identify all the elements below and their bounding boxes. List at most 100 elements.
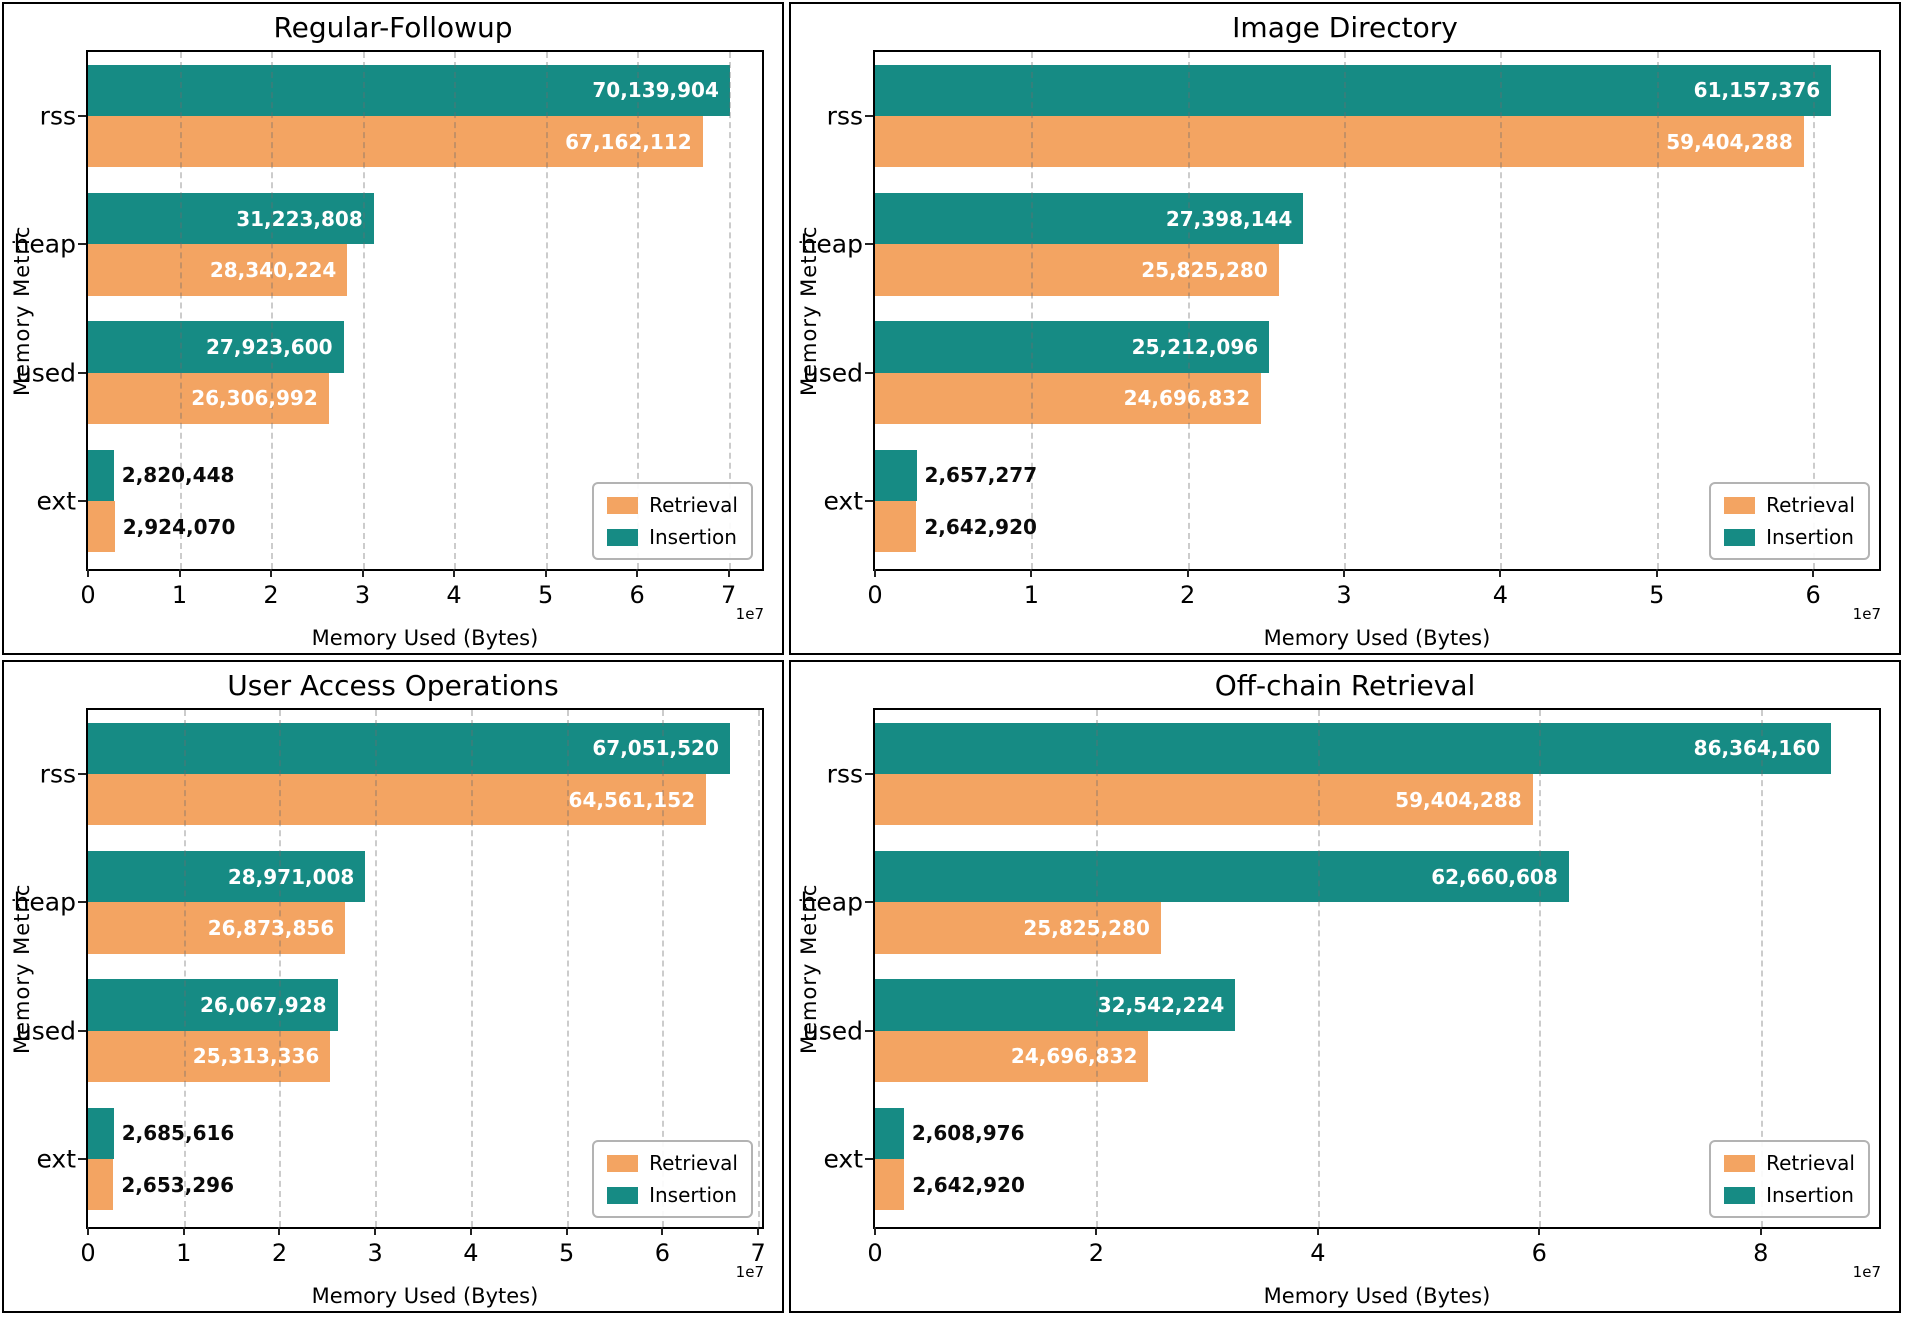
x-tick-mark <box>182 1227 185 1235</box>
bar-value-label: 2,642,920 <box>912 1172 1025 1197</box>
bar-value-label: 2,657,277 <box>924 463 1038 488</box>
bar-insertion-heap: 28,971,008 <box>88 851 366 903</box>
y-tick-label: ext <box>823 486 863 516</box>
x-tick-mark <box>727 569 730 577</box>
plot-area: 86,364,160 59,404,288 rss 62,660,608 25,825,… <box>801 708 1881 1267</box>
legend-label: Insertion <box>1766 1183 1854 1207</box>
x-axis-label: Memory Used (Bytes) <box>311 626 539 650</box>
chart-panel: User Access Operations Memory Metric 67,05… <box>2 660 784 1313</box>
bar-value-label: 25,212,096 <box>1131 334 1259 359</box>
y-tick-label: ext <box>36 1144 76 1174</box>
bar-insertion-used: 25,212,096 <box>875 321 1270 373</box>
y-tick-mark <box>78 243 86 246</box>
legend: Retrieval Insertion <box>592 1140 753 1218</box>
y-tick-mark <box>865 1157 873 1160</box>
bar-insertion-heap: 62,660,608 <box>875 851 1569 903</box>
x-tick-label: 0 <box>80 1239 96 1267</box>
legend-row-retrieval: Retrieval <box>607 493 738 517</box>
bar-value-label: 27,923,600 <box>206 334 333 359</box>
x-tick-mark <box>757 1227 760 1235</box>
bar-retrieval-used: 24,696,832 <box>875 1030 1149 1082</box>
x-tick-label: 6 <box>629 581 645 609</box>
bar-insertion-rss: 67,051,520 <box>88 722 730 775</box>
bar-value-label: 24,696,832 <box>1123 386 1251 411</box>
legend-row-retrieval: Retrieval <box>1724 1151 1855 1175</box>
y-tick-mark <box>78 773 86 776</box>
x-tick-label: 0 <box>867 1239 883 1267</box>
x-tick-label: 7 <box>750 1239 766 1267</box>
y-tick-mark <box>78 371 86 374</box>
bar-value-label: 2,642,920 <box>924 514 1037 539</box>
x-tick-label: 0 <box>80 581 96 609</box>
y-tick-label: used <box>802 358 863 388</box>
plot-area: 70,139,904 67,162,112 rss 31,223,808 28,340,… <box>14 50 764 609</box>
bar-value-label: 70,139,904 <box>592 78 719 103</box>
y-tick-mark <box>865 243 873 246</box>
bar-value-label: 2,924,070 <box>122 514 236 539</box>
legend-swatch-retrieval <box>1724 496 1756 514</box>
bar-value-label: 62,660,608 <box>1431 864 1558 889</box>
x-tick-mark <box>636 569 639 577</box>
bar-value-label: 2,685,616 <box>121 1121 235 1146</box>
x-tick-mark <box>1343 569 1346 577</box>
bar-retrieval-rss: 67,162,112 <box>88 116 703 168</box>
y-tick-mark <box>78 901 86 904</box>
bar-retrieval-ext <box>88 500 115 553</box>
y-tick-label: rss <box>39 101 76 131</box>
legend-row-insertion: Insertion <box>1724 1183 1855 1207</box>
bar-value-label: 64,561,152 <box>568 787 696 812</box>
x-tick-label: 8 <box>1753 1239 1769 1267</box>
bar-retrieval-heap: 28,340,224 <box>88 244 348 296</box>
x-tick-label: 7 <box>720 581 737 609</box>
x-tick-mark <box>361 569 364 577</box>
x-tick-label: 1 <box>1023 581 1039 609</box>
x-tick-label: 0 <box>867 581 883 609</box>
bar-value-label: 2,608,976 <box>911 1121 1025 1146</box>
x-tick-label: 2 <box>1180 581 1196 609</box>
x-tick-mark <box>1538 1227 1541 1235</box>
bar-value-label: 86,364,160 <box>1693 736 1821 761</box>
legend-label: Insertion <box>649 1183 737 1207</box>
bar-value-label: 31,223,808 <box>236 206 363 231</box>
x-tick-mark <box>178 569 181 577</box>
x-tick-mark <box>874 1227 876 1235</box>
x-tick-label: 3 <box>1336 581 1352 609</box>
x-tick-label: 6 <box>1805 581 1821 609</box>
bar-insertion-used: 26,067,928 <box>88 979 338 1031</box>
x-tick-label: 5 <box>559 1239 575 1267</box>
y-tick-label: heap <box>13 229 76 259</box>
y-tick-label: heap <box>800 887 863 917</box>
x-tick-mark <box>565 1227 568 1235</box>
legend-swatch-insertion <box>607 1186 639 1204</box>
bar-value-label: 26,067,928 <box>200 992 327 1017</box>
bar-value-label: 59,404,288 <box>1395 787 1522 812</box>
x-tick-mark <box>874 569 876 577</box>
bar-insertion-heap: 27,398,144 <box>875 193 1304 245</box>
x-tick-label: 6 <box>1531 1239 1547 1267</box>
x-tick-mark <box>661 1227 664 1235</box>
x-tick-label: 3 <box>354 581 371 609</box>
bar-value-label: 25,825,280 <box>1141 258 1268 283</box>
x-tick-label: 2 <box>1088 1239 1105 1267</box>
legend-row-retrieval: Retrieval <box>1724 493 1855 517</box>
x-tick-label: 3 <box>367 1239 383 1267</box>
bar-insertion-ext <box>88 449 114 501</box>
x-tick-mark <box>544 569 547 577</box>
x-tick-mark <box>1655 569 1658 577</box>
chart-title: Off-chain Retrieval <box>1214 669 1476 702</box>
bar-insertion-ext <box>875 449 917 501</box>
x-tick-label: 6 <box>654 1239 671 1267</box>
y-tick-label: heap <box>800 229 863 259</box>
y-tick-mark <box>865 901 873 904</box>
legend: Retrieval Insertion <box>1709 482 1870 560</box>
bar-insertion-heap: 31,223,808 <box>88 193 374 245</box>
gridline <box>758 710 761 1227</box>
x-tick-mark <box>1095 1227 1098 1235</box>
legend-row-insertion: Insertion <box>607 1183 738 1207</box>
chart-title: Image Directory <box>1232 11 1458 44</box>
bar-retrieval-rss: 59,404,288 <box>875 774 1533 826</box>
axis-offset-label: 1e7 <box>735 605 764 623</box>
chart-title: Regular-Followup <box>273 11 513 44</box>
bar-retrieval-heap: 25,825,280 <box>875 902 1161 954</box>
legend-swatch-insertion <box>1724 1186 1756 1204</box>
